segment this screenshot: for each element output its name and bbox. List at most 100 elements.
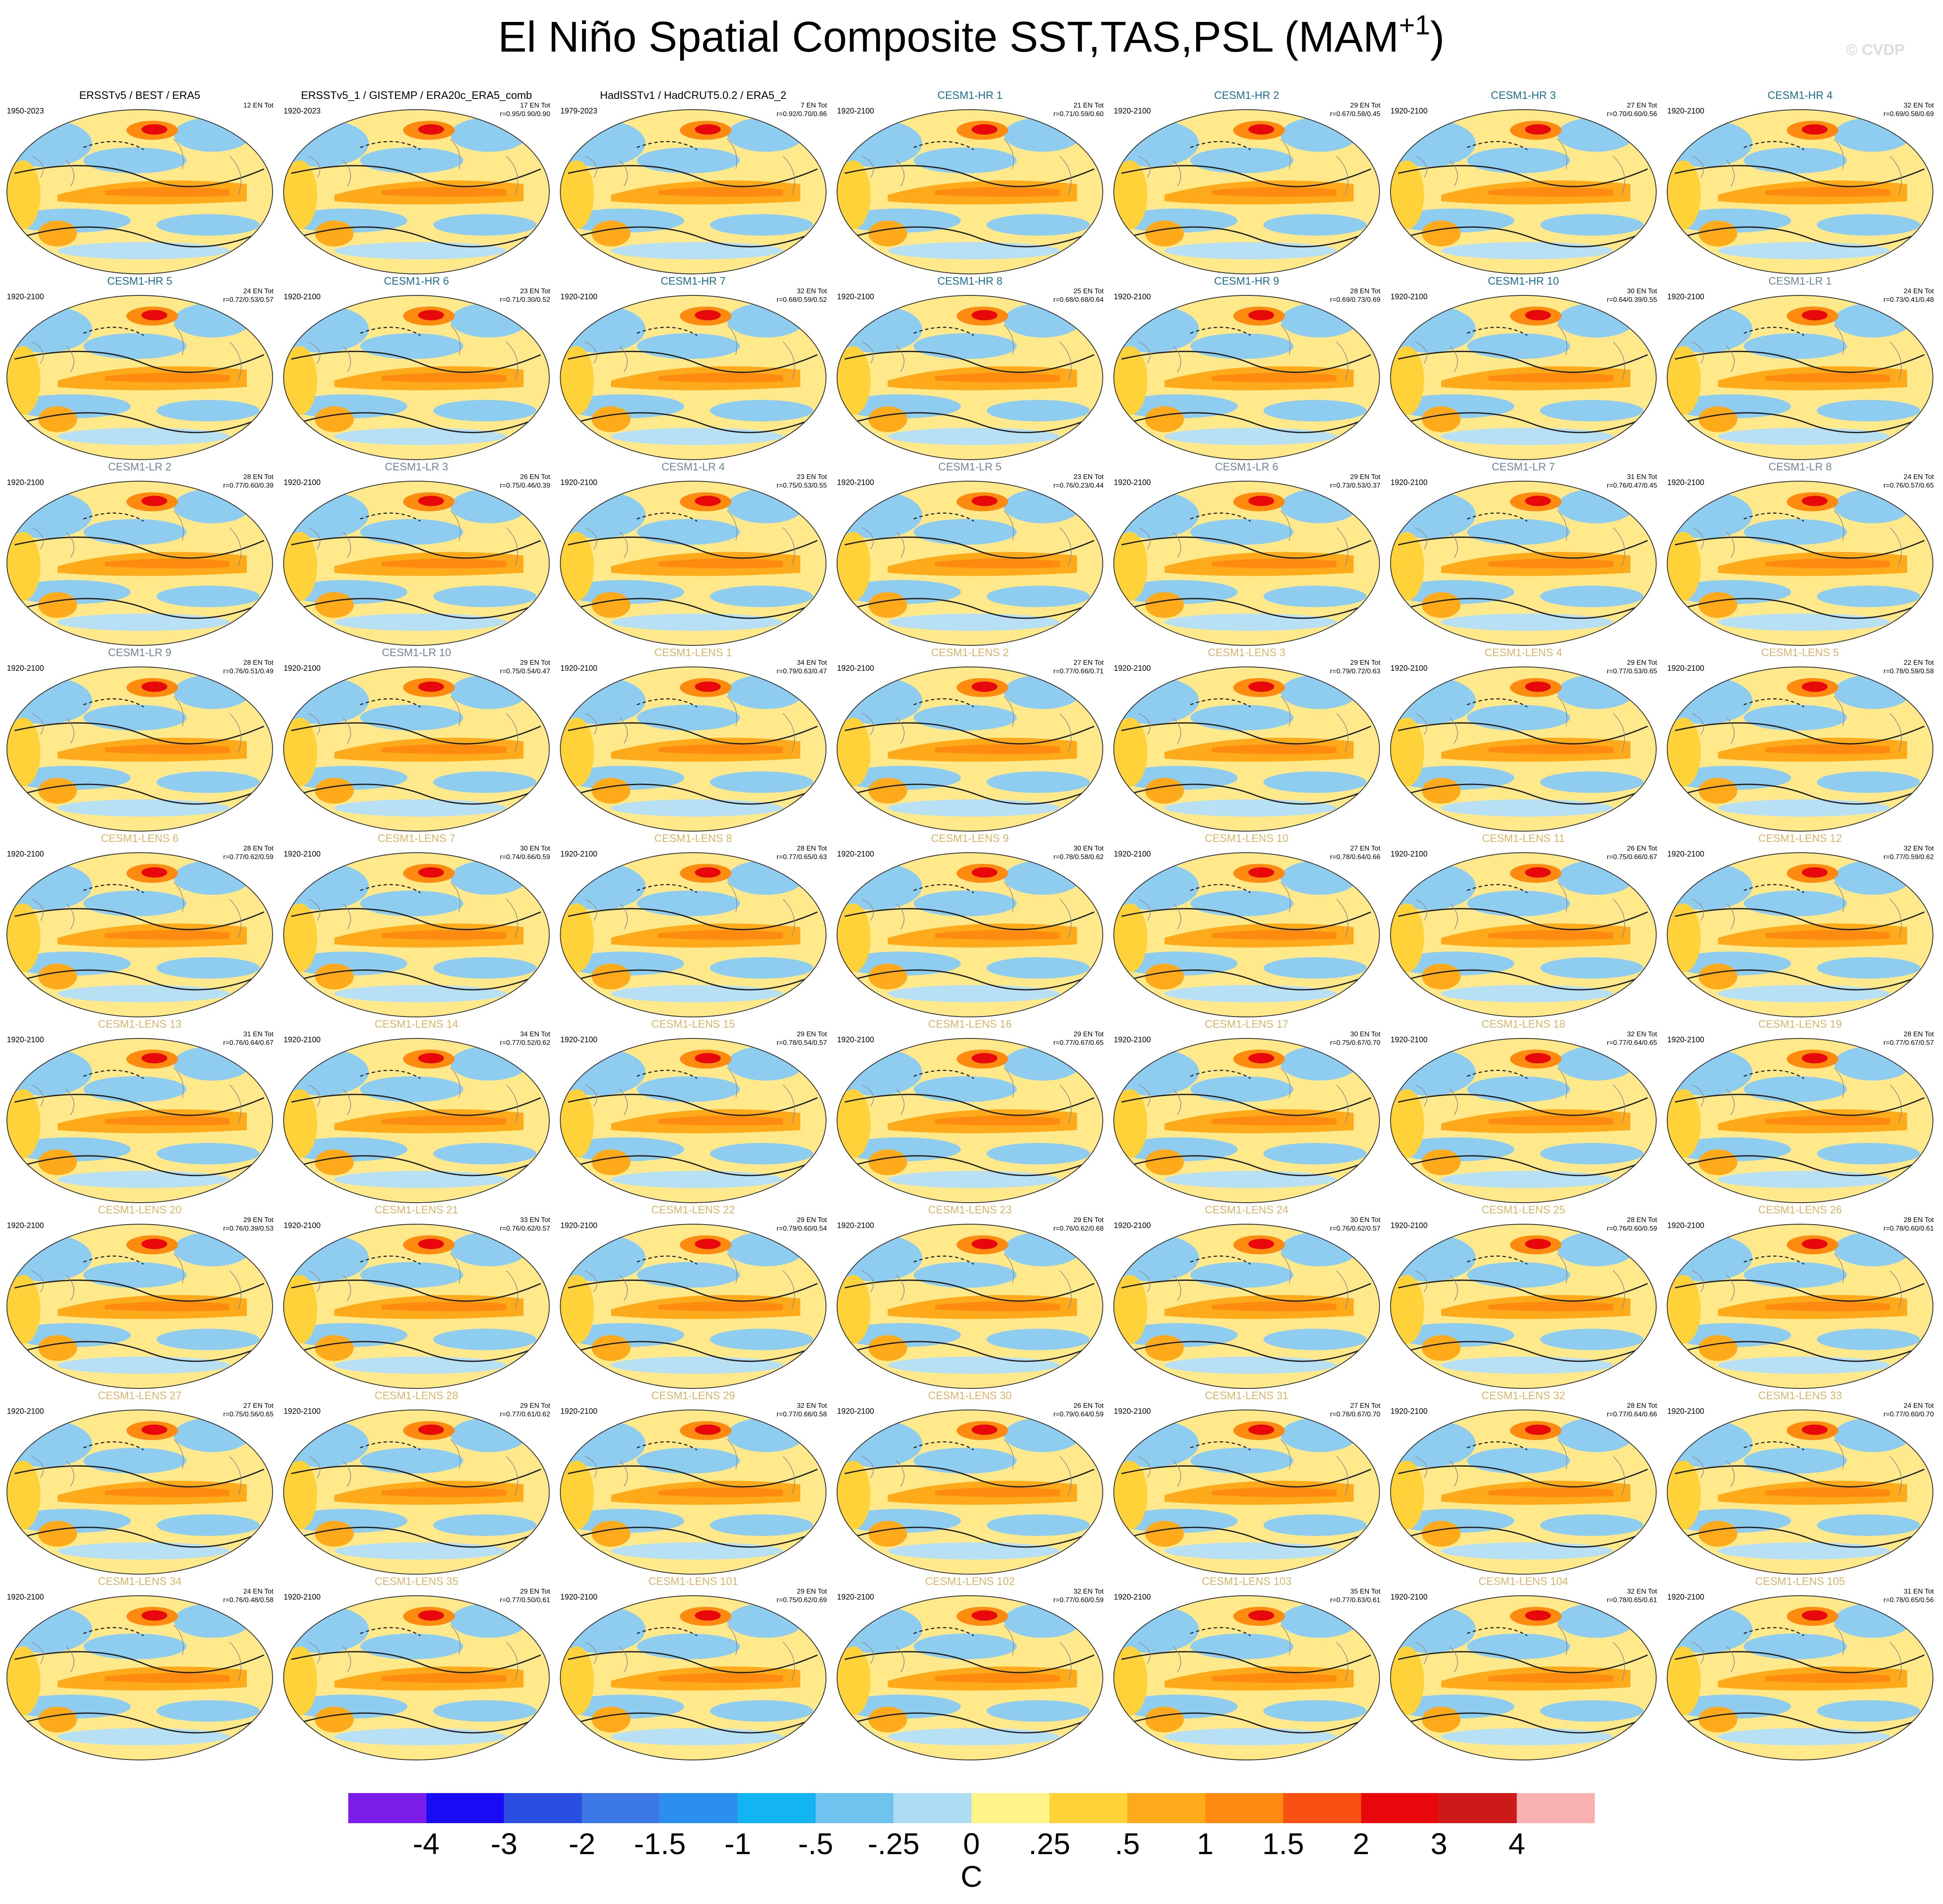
colorbar-unit: C [961, 1860, 982, 1893]
event-count: 24 EN Tot [1904, 1402, 1934, 1410]
event-count: 31 EN Tot [1904, 1588, 1934, 1595]
pattern-correlation: r=0.79/0.72/0.63 [1330, 668, 1380, 675]
event-count: 26 EN Tot [520, 473, 551, 481]
panel-title: CESM1-LENS 3 [1208, 647, 1286, 659]
map-panel: CESM1-LENS 19 1920-2100 28 EN Totr=0.77/0.… [1658, 1018, 1934, 1204]
panel-title: CESM1-LENS 18 [1482, 1018, 1565, 1030]
map [0, 295, 273, 461]
panel-period: 1920-2100 [1114, 292, 1151, 301]
panel-period: 1920-2100 [284, 1035, 321, 1044]
map-panel: CESM1-HR 5 1920-2100 24 EN Totr=0.72/0.53/… [0, 275, 274, 461]
map [0, 1409, 273, 1575]
map [828, 1223, 1104, 1389]
map [1658, 1409, 1934, 1575]
pattern-correlation: r=0.76/0.62/0.57 [500, 1225, 550, 1232]
pattern-correlation: r=0.77/0.60/0.39 [223, 482, 273, 489]
event-count: 23 EN Tot [1074, 473, 1104, 481]
panel-title: CESM1-HR 6 [384, 275, 449, 287]
colorbar-box [426, 1793, 504, 1823]
pattern-correlation: r=0.78/0.59/0.58 [1884, 668, 1934, 675]
panel-title: CESM1-LENS 2 [931, 647, 1009, 659]
colorbar-box [1049, 1793, 1127, 1823]
pattern-correlation: r=0.77/0.52/0.62 [500, 1039, 550, 1047]
colorbar: -4 -3 -2 -1.5 -1 -.5 -.25 0 .25 .5 1 1.5 2 3 4 C [348, 1793, 1595, 1893]
panel-title: CESM1-LR 3 [385, 461, 448, 473]
event-count: 27 EN Tot [1074, 659, 1104, 666]
event-count: 7 EN Tot [801, 102, 827, 109]
event-count: 23 EN Tot [797, 473, 827, 481]
panel-title: CESM1-LENS 104 [1479, 1575, 1569, 1588]
pattern-correlation: r=0.75/0.56/0.65 [223, 1411, 273, 1418]
map-panel: CESM1-LENS 33 1920-2100 24 EN Totr=0.77/0.… [1658, 1390, 1934, 1575]
pattern-correlation: r=0.78/0.65/0.56 [1884, 1597, 1934, 1604]
panel-title: CESM1-HR 8 [937, 275, 1002, 287]
map-panel: CESM1-LENS 13 1920-2100 31 EN Totr=0.76/0.… [0, 1018, 274, 1204]
map [1381, 666, 1657, 832]
map-panel: CESM1-LR 2 1920-2100 28 EN Totr=0.77/0.60/… [0, 461, 274, 646]
panel-title: CESM1-HR 2 [1214, 89, 1279, 101]
event-count: 32 EN Tot [797, 1402, 827, 1410]
event-count: 35 EN Tot [1350, 1588, 1381, 1595]
event-count: 31 EN Tot [1627, 473, 1658, 481]
panel-period: 1920-2023 [284, 107, 321, 115]
event-count: 25 EN Tot [1074, 288, 1104, 295]
panel-period: 1920-2100 [560, 850, 597, 858]
map-panel: CESM1-LENS 16 1920-2100 29 EN Totr=0.77/0.… [828, 1018, 1104, 1204]
panel-title: CESM1-LENS 31 [1205, 1390, 1289, 1402]
panel-title: CESM1-LR 7 [1492, 461, 1555, 473]
event-count: 30 EN Tot [1350, 1216, 1381, 1224]
panel-period: 1920-2100 [1667, 850, 1704, 858]
pattern-correlation: r=0.77/0.64/0.65 [1607, 1039, 1657, 1047]
colorbar-box [1127, 1793, 1206, 1823]
map-panel: CESM1-LR 8 1920-2100 24 EN Totr=0.76/0.57/… [1658, 461, 1934, 646]
map-panel: CESM1-LENS 26 1920-2100 28 EN Totr=0.78/0.… [1658, 1204, 1934, 1389]
map [1381, 1409, 1657, 1575]
map [1104, 1223, 1380, 1389]
map [1658, 1038, 1934, 1204]
panel-period: 1920-2100 [1390, 107, 1427, 115]
pattern-correlation: r=0.71/0.30/0.52 [500, 296, 550, 304]
map-panel: CESM1-LENS 104 1920-2100 32 EN Tot r=0.78/0… [1381, 1575, 1658, 1761]
event-count: 34 EN Tot [797, 659, 827, 666]
pattern-correlation: r=0.77/0.59/0.62 [1884, 854, 1934, 861]
panel-period: 1920-2100 [284, 1221, 321, 1230]
colorbar-box [1205, 1793, 1283, 1823]
map [551, 1038, 827, 1204]
map [1658, 1223, 1934, 1389]
panel-title: CESM1-LENS 7 [378, 832, 455, 845]
pattern-correlation: r=0.74/0.66/0.59 [500, 854, 550, 861]
colorbar-box [1439, 1793, 1517, 1823]
map [551, 852, 827, 1018]
panel-period: 1920-2100 [560, 1221, 597, 1230]
colorbar-box [1516, 1793, 1595, 1823]
pattern-correlation: r=0.72/0.53/0.57 [223, 296, 273, 304]
map [1381, 1223, 1657, 1389]
map-panel: CESM1-HR 2 1920-2100 29 EN Tot r=0.67/0.58/… [1104, 89, 1381, 275]
map [828, 1409, 1104, 1575]
colorbar-tick-label: 4 [1508, 1827, 1525, 1861]
map [1104, 666, 1380, 832]
pattern-correlation: r=0.77/0.60/0.70 [1884, 1411, 1934, 1418]
pattern-correlation: r=0.69/0.73/0.69 [1330, 296, 1380, 304]
map-panel: CESM1-LR 5 1920-2100 23 EN Totr=0.76/0.23/… [828, 461, 1104, 646]
map [274, 480, 550, 646]
event-count: 26 EN Tot [1074, 1402, 1104, 1410]
pattern-correlation: r=0.76/0.64/0.67 [223, 1039, 273, 1047]
panel-title: CESM1-LENS 102 [925, 1575, 1015, 1588]
event-count: 24 EN Tot [1904, 473, 1934, 481]
map [1658, 852, 1934, 1018]
panel-title: HadISSTv1 / HadCRUT5.0.2 / ERA5_2 [600, 89, 786, 101]
event-count: 28 EN Tot [1350, 288, 1381, 295]
watermark: © CVDP [1846, 41, 1905, 58]
panel-title: CESM1-LENS 19 [1758, 1018, 1842, 1030]
map [0, 1595, 273, 1761]
panel-title: CESM1-LENS 32 [1482, 1390, 1565, 1402]
map [1104, 109, 1380, 275]
map [0, 852, 273, 1018]
map-panel: CESM1-LR 3 1920-2100 26 EN Totr=0.75/0.46/… [274, 461, 551, 646]
panel-period: 1920-2100 [1667, 1221, 1704, 1230]
colorbar-tick-label: 3 [1430, 1827, 1447, 1861]
colorbar-box [582, 1793, 660, 1823]
pattern-correlation: r=0.77/0.63/0.61 [1330, 1597, 1380, 1604]
panel-period: 1920-2100 [1114, 1035, 1151, 1044]
